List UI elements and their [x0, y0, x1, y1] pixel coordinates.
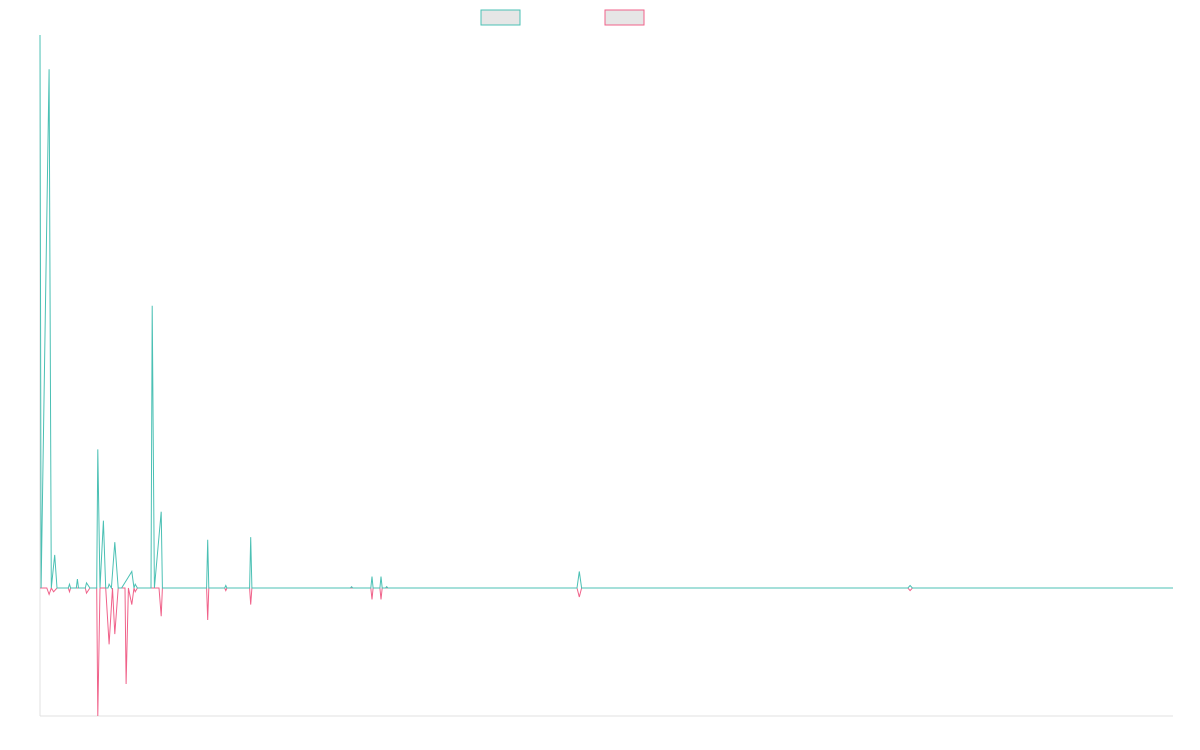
series-layer — [39, 34, 1173, 717]
series-2-line — [40, 586, 1173, 717]
legend-swatch-2[interactable] — [604, 9, 645, 26]
legend-item-2[interactable] — [604, 9, 645, 26]
axes — [39, 35, 1173, 717]
legend[interactable] — [480, 9, 645, 26]
legend-item-1[interactable] — [480, 9, 521, 26]
series-1-line — [39, 34, 1173, 590]
legend-swatch-1[interactable] — [480, 9, 521, 26]
